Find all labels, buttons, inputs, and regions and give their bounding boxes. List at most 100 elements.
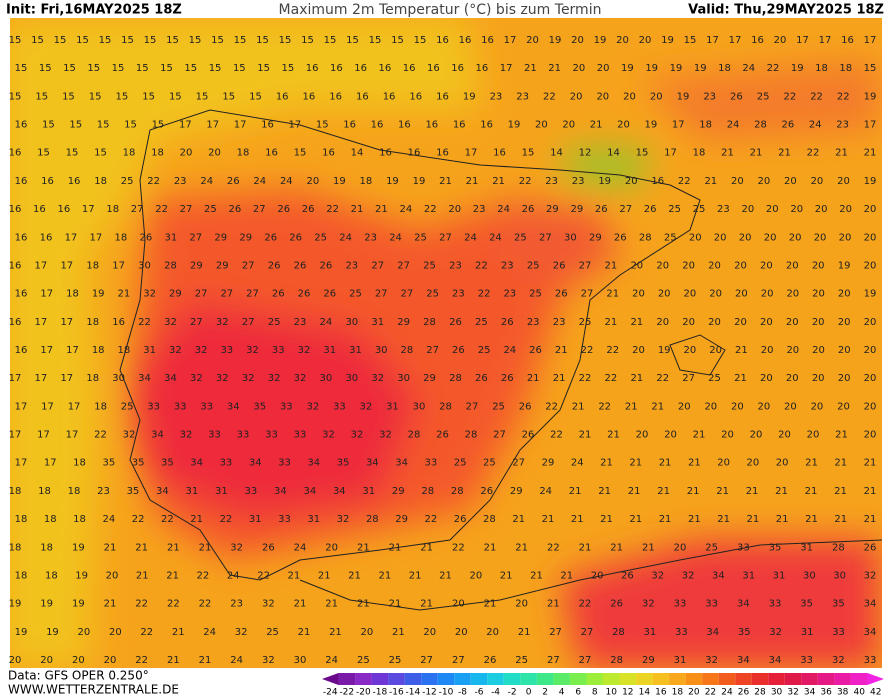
temperature-value: 16: [303, 91, 316, 102]
temperature-value: 27: [397, 260, 410, 271]
temperature-value: 17: [66, 345, 79, 356]
temperature-value: 27: [253, 204, 266, 215]
colorbar-label: 30: [771, 688, 783, 698]
temperature-value: 20: [864, 317, 877, 328]
temperature-value: 31: [164, 232, 177, 243]
temperature-value: 28: [366, 514, 379, 525]
temperature-value: 32: [832, 655, 845, 666]
colorbar-segment: [636, 673, 653, 685]
colorbar-segment: [437, 673, 455, 685]
temperature-value: 26: [864, 542, 877, 553]
temperature-value: 21: [688, 458, 701, 469]
temperature-value: 15: [76, 35, 89, 46]
temperature-value: 17: [37, 430, 50, 441]
temperature-value: 20: [78, 627, 91, 638]
temperature-value: 18: [45, 570, 58, 581]
temperature-value: 20: [758, 176, 771, 187]
temperature-value: 21: [747, 514, 760, 525]
temperature-value: 21: [688, 514, 701, 525]
temperature-value: 22: [478, 289, 491, 300]
temperature-value: 21: [492, 176, 505, 187]
temperature-value: 28: [164, 260, 177, 271]
temperature-value: 22: [138, 317, 151, 328]
temperature-value: 15: [15, 63, 28, 74]
temperature-value: 21: [389, 599, 402, 610]
temperature-value: 26: [320, 260, 333, 271]
temperature-value: 20: [838, 373, 851, 384]
temperature-value: 16: [265, 148, 278, 159]
temperature-value: 25: [268, 317, 281, 328]
temperature-value: 16: [33, 204, 46, 215]
temperature-value: 22: [656, 373, 669, 384]
temperature-value: 31: [307, 514, 320, 525]
temperature-value: 15: [234, 35, 247, 46]
temperature-value: 20: [838, 317, 851, 328]
temperature-value: 35: [832, 599, 845, 610]
temperature-value: 20: [9, 655, 22, 666]
temperature-value: 30: [138, 260, 151, 271]
colorbar-segment: [784, 673, 802, 685]
temperature-value: 15: [124, 120, 137, 131]
temperature-value: 27: [549, 627, 562, 638]
temperature-value: 15: [116, 91, 129, 102]
temperature-value: 24: [280, 176, 293, 187]
temperature-value: 21: [630, 317, 643, 328]
temperature-value: 33: [174, 401, 187, 412]
temperature-value: 22: [837, 91, 850, 102]
temperature-value: 17: [15, 458, 28, 469]
temperature-value: 22: [543, 91, 556, 102]
temperature-value: 22: [140, 627, 153, 638]
temperature-value: 15: [301, 35, 314, 46]
temperature-value: 19: [694, 63, 707, 74]
temperature-value: 21: [606, 289, 619, 300]
temperature-value: 32: [216, 317, 229, 328]
header-bar: [0, 0, 891, 18]
temperature-value: 21: [600, 514, 613, 525]
temperature-value: 18: [115, 232, 128, 243]
temperature-value: 26: [228, 204, 241, 215]
colorbar-label: 40: [853, 688, 865, 698]
temperature-value: 27: [246, 289, 259, 300]
temperature-value: 20: [109, 627, 122, 638]
temperature-value: 27: [371, 260, 384, 271]
temperature-value: 16: [9, 204, 22, 215]
colorbar-label: 22: [705, 688, 716, 698]
temperature-value: 20: [616, 35, 629, 46]
temperature-value: 21: [378, 570, 391, 581]
temperature-value: 15: [522, 148, 535, 159]
temperature-value: 22: [783, 91, 796, 102]
colorbar-label: 38: [837, 688, 849, 698]
temperature-value: 15: [222, 91, 235, 102]
temperature-value: 32: [351, 430, 364, 441]
temperature-value: 20: [674, 542, 687, 553]
temperature-value: 34: [274, 486, 287, 497]
temperature-value: 20: [838, 345, 851, 356]
temperature-value: 25: [121, 401, 134, 412]
temperature-value: 16: [112, 317, 125, 328]
temperature-value: 19: [46, 627, 59, 638]
temperature-value: 17: [112, 260, 125, 271]
temperature-value: 21: [693, 430, 706, 441]
temperature-value: 15: [63, 63, 76, 74]
temperature-value: 30: [375, 345, 388, 356]
temperature-value: 20: [721, 430, 734, 441]
temperature-value: 23: [473, 204, 486, 215]
temperature-value: 26: [501, 317, 514, 328]
temperature-value: 20: [760, 260, 773, 271]
temperature-value: 33: [737, 542, 750, 553]
temperature-value: 16: [9, 317, 22, 328]
colorbar-label: 8: [592, 688, 598, 698]
temperature-value: 15: [346, 35, 359, 46]
temperature-value: 19: [677, 91, 690, 102]
temperature-value: 20: [306, 176, 319, 187]
temperature-value: 26: [484, 655, 497, 666]
temperature-value: 32: [298, 345, 311, 356]
temperature-value: 17: [41, 401, 54, 412]
colorbar-label: -10: [439, 688, 454, 698]
temperature-value: 20: [623, 91, 636, 102]
temperature-value: 24: [200, 176, 213, 187]
temperature-value: 29: [214, 232, 227, 243]
temperature-value: 35: [132, 458, 145, 469]
temperature-value: 35: [161, 458, 174, 469]
temperature-value: 16: [425, 120, 438, 131]
